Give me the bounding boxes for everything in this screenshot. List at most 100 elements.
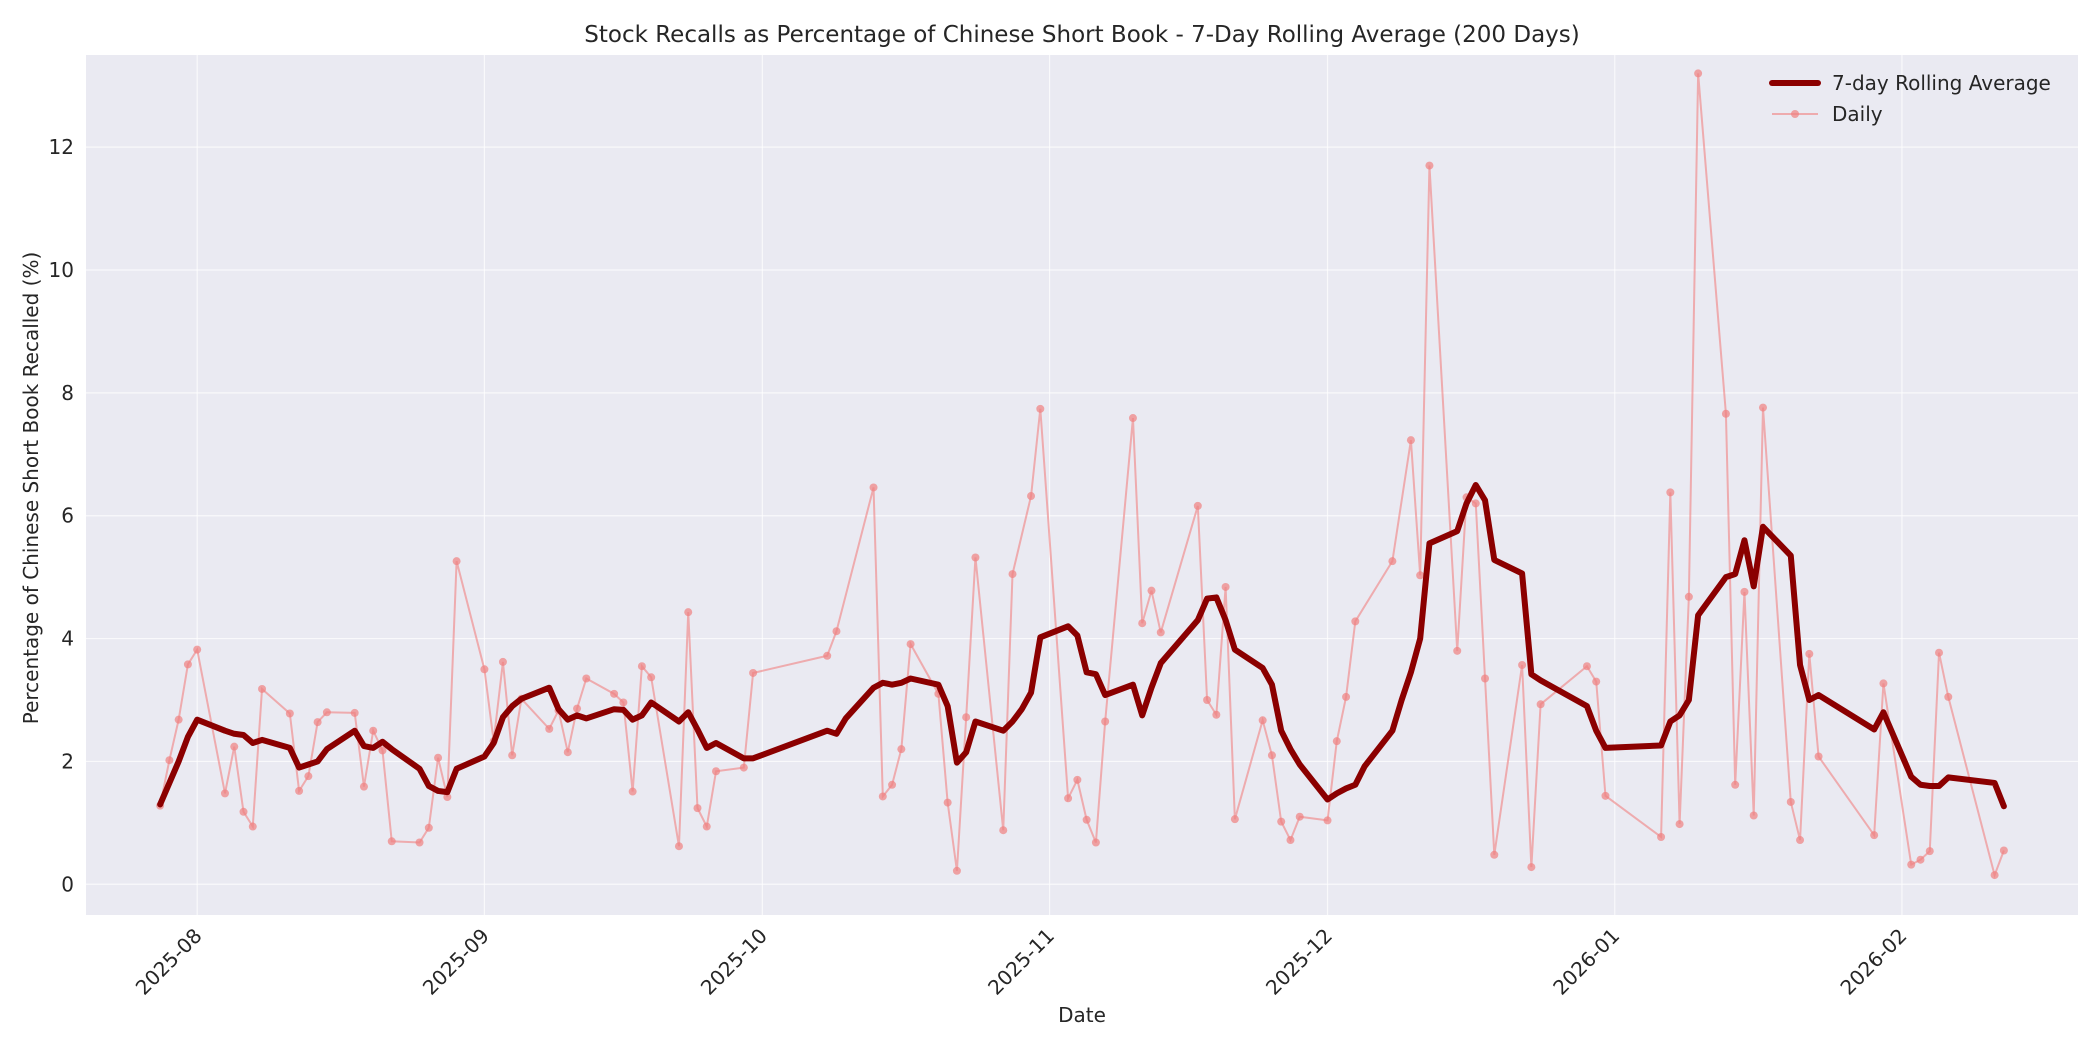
daily-marker bbox=[906, 640, 915, 649]
daily-marker bbox=[424, 823, 433, 832]
legend: 7-day Rolling Average Daily bbox=[1769, 71, 2051, 126]
daily-marker bbox=[1740, 587, 1749, 596]
daily-marker bbox=[1101, 717, 1110, 726]
y-axis-label: Percentage of Chinese Short Book Recalle… bbox=[19, 252, 43, 725]
daily-marker bbox=[610, 689, 619, 698]
daily-marker bbox=[498, 657, 507, 666]
daily-marker bbox=[971, 553, 980, 562]
daily-marker bbox=[1082, 815, 1091, 824]
daily-marker bbox=[888, 780, 897, 789]
daily-marker bbox=[452, 557, 461, 566]
x-tick-label: 2026-01 bbox=[1548, 924, 1624, 1000]
daily-marker bbox=[823, 651, 832, 660]
daily-line bbox=[159, 73, 2005, 879]
y-tick-label: 0 bbox=[61, 872, 74, 896]
daily-marker bbox=[1027, 492, 1036, 501]
daily-marker bbox=[1323, 816, 1332, 825]
y-axis-ticks: 0 2 4 6 8 10 12 bbox=[49, 135, 74, 896]
daily-marker bbox=[1582, 662, 1591, 671]
daily-marker bbox=[739, 763, 748, 772]
daily-marker bbox=[693, 804, 702, 813]
daily-marker bbox=[1351, 617, 1360, 626]
daily-marker bbox=[999, 826, 1008, 835]
y-tick-label: 4 bbox=[61, 627, 74, 651]
x-axis-ticks: 2025-08 2025-09 2025-10 2025-11 2025-12 2026-… bbox=[131, 924, 1912, 1000]
plot-area bbox=[86, 55, 2078, 915]
daily-marker bbox=[545, 724, 554, 733]
rolling-average-series bbox=[157, 482, 2007, 810]
daily-marker bbox=[1064, 794, 1073, 803]
daily-marker bbox=[193, 645, 202, 654]
legend-rolling-label: 7-day Rolling Average bbox=[1832, 71, 2051, 95]
daily-marker bbox=[1481, 674, 1490, 683]
y-tick-label: 8 bbox=[61, 381, 74, 405]
daily-marker bbox=[378, 746, 387, 755]
y-tick-label: 10 bbox=[49, 258, 74, 282]
daily-marker bbox=[1814, 752, 1823, 761]
daily-marker bbox=[1925, 847, 1934, 856]
daily-marker bbox=[1286, 836, 1295, 845]
daily-marker bbox=[1036, 404, 1045, 413]
daily-marker bbox=[1527, 863, 1536, 872]
daily-marker bbox=[415, 838, 424, 847]
daily-marker bbox=[1907, 860, 1916, 869]
x-tick-label: 2025-09 bbox=[418, 924, 494, 1000]
daily-marker bbox=[1805, 649, 1814, 658]
daily-marker bbox=[1749, 811, 1758, 820]
y-tick-label: 2 bbox=[61, 749, 74, 773]
daily-marker bbox=[1731, 780, 1740, 789]
daily-marker bbox=[1406, 436, 1415, 445]
daily-marker bbox=[1684, 592, 1693, 601]
daily-marker bbox=[350, 708, 359, 717]
daily-marker bbox=[1916, 855, 1925, 864]
daily-marker bbox=[1944, 692, 1953, 701]
daily-marker bbox=[1935, 648, 1944, 657]
daily-marker bbox=[1212, 710, 1221, 719]
daily-marker bbox=[183, 660, 192, 669]
daily-marker bbox=[1999, 846, 2008, 855]
daily-marker bbox=[387, 837, 396, 846]
daily-marker bbox=[239, 807, 248, 816]
daily-marker bbox=[1490, 850, 1499, 859]
daily-marker bbox=[897, 745, 906, 754]
rolling-average-line bbox=[157, 482, 2007, 810]
daily-marker bbox=[1277, 817, 1286, 826]
daily-marker bbox=[702, 822, 711, 831]
daily-marker bbox=[1786, 797, 1795, 806]
daily-marker bbox=[1536, 700, 1545, 709]
x-tick-label: 2025-08 bbox=[131, 924, 207, 1000]
daily-marker bbox=[508, 751, 517, 760]
daily-marker bbox=[1221, 582, 1230, 591]
daily-marker bbox=[749, 668, 758, 677]
daily-marker bbox=[1156, 628, 1165, 637]
daily-marker bbox=[637, 662, 646, 671]
daily-marker bbox=[674, 842, 683, 851]
daily-marker bbox=[285, 709, 294, 718]
daily-marker bbox=[962, 713, 971, 722]
daily-marker bbox=[1471, 499, 1480, 508]
daily-marker bbox=[647, 673, 656, 682]
daily-marker bbox=[1295, 812, 1304, 821]
daily-marker bbox=[943, 798, 952, 807]
x-tick-label: 2025-10 bbox=[696, 924, 772, 1000]
daily-marker bbox=[832, 627, 841, 636]
daily-marker bbox=[480, 665, 489, 674]
daily-marker bbox=[712, 767, 721, 776]
daily-marker bbox=[878, 792, 887, 801]
daily-marker bbox=[1666, 488, 1675, 497]
daily-marker bbox=[230, 742, 239, 751]
x-axis-label: Date bbox=[1058, 1003, 1106, 1027]
daily-marker bbox=[1267, 751, 1276, 760]
daily-marker bbox=[1128, 414, 1137, 423]
daily-marker bbox=[248, 822, 257, 831]
daily-marker bbox=[1332, 737, 1341, 746]
daily-marker bbox=[1657, 832, 1666, 841]
x-tick-label: 2025-12 bbox=[1261, 924, 1337, 1000]
daily-marker bbox=[1453, 646, 1462, 655]
daily-marker bbox=[628, 787, 637, 796]
daily-marker bbox=[563, 748, 572, 757]
daily-marker bbox=[1008, 570, 1017, 579]
daily-marker bbox=[1721, 409, 1730, 418]
chart-title: Stock Recalls as Percentage of Chinese S… bbox=[584, 22, 1580, 48]
daily-marker bbox=[165, 756, 174, 765]
